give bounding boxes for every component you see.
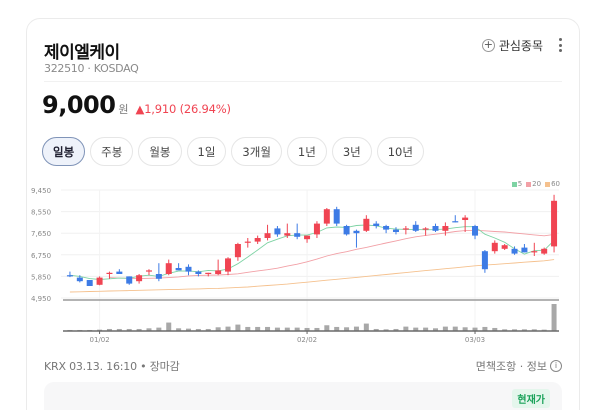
current-price-badge: 현재가 [512,389,550,408]
stock-card: 제이엘케이 322510 · KOSDAQ + 관심종목 9,000 원 ▲1,… [26,18,580,410]
svg-text:4,950: 4,950 [31,295,51,303]
svg-text:8,550: 8,550 [31,209,51,217]
tab-monthly[interactable]: 월봉 [138,137,182,166]
legend-ma20: 20 [526,180,541,188]
tab-10year[interactable]: 10년 [376,137,424,166]
svg-text:9,450: 9,450 [31,187,51,195]
market-status: KRX 03.13. 16:10 • 장마감 [44,360,180,373]
svg-text:03/03: 03/03 [465,336,485,344]
legend-swatch-icon [511,181,517,187]
tab-1year[interactable]: 1년 [286,137,327,166]
disclaimer-link[interactable]: 면책조항 · 정보 i [476,358,562,374]
watchlist-button[interactable]: + 관심종목 [481,37,543,54]
price-block: 9,000 원 ▲1,910 (26.94%) [42,91,231,119]
chart-legend: 5 20 60 [511,180,560,188]
legend-ma60: 60 [545,180,560,188]
tab-3year[interactable]: 3년 [331,137,372,166]
info-icon: i [550,360,562,372]
price-unit: 원 [118,103,129,116]
tab-weekly[interactable]: 주봉 [90,137,134,166]
legend-swatch-icon [526,181,532,187]
legend-swatch-icon [545,181,551,187]
current-price: 9,000 [42,91,116,119]
svg-text:5,850: 5,850 [31,273,51,281]
svg-text:7,650: 7,650 [31,230,51,238]
more-options-icon[interactable] [559,38,563,52]
legend-ma5: 5 [511,180,522,188]
tab-daily[interactable]: 일봉 [42,137,86,166]
svg-text:01/02: 01/02 [89,336,109,344]
period-tabs: 일봉 주봉 월봉 1일 3개월 1년 3년 10년 [42,137,424,166]
stock-code-market: 322510 · KOSDAQ [44,62,139,75]
candlestick-chart[interactable]: 9,450 8,550 7,650 6,750 5,850 4,950 01/02 02/02… [27,179,581,349]
watchlist-label: 관심종목 [498,39,543,53]
tab-3month[interactable]: 3개월 [231,137,282,166]
tab-1day[interactable]: 1일 [186,137,227,166]
svg-text:02/02: 02/02 [297,336,317,344]
divider [44,81,562,82]
stock-name: 제이엘케이 [44,43,120,63]
price-change: ▲1,910 (26.94%) [135,102,231,116]
svg-text:6,750: 6,750 [31,252,51,260]
plus-icon: + [481,38,495,52]
price-detail-panel: 현재가 [44,382,562,410]
